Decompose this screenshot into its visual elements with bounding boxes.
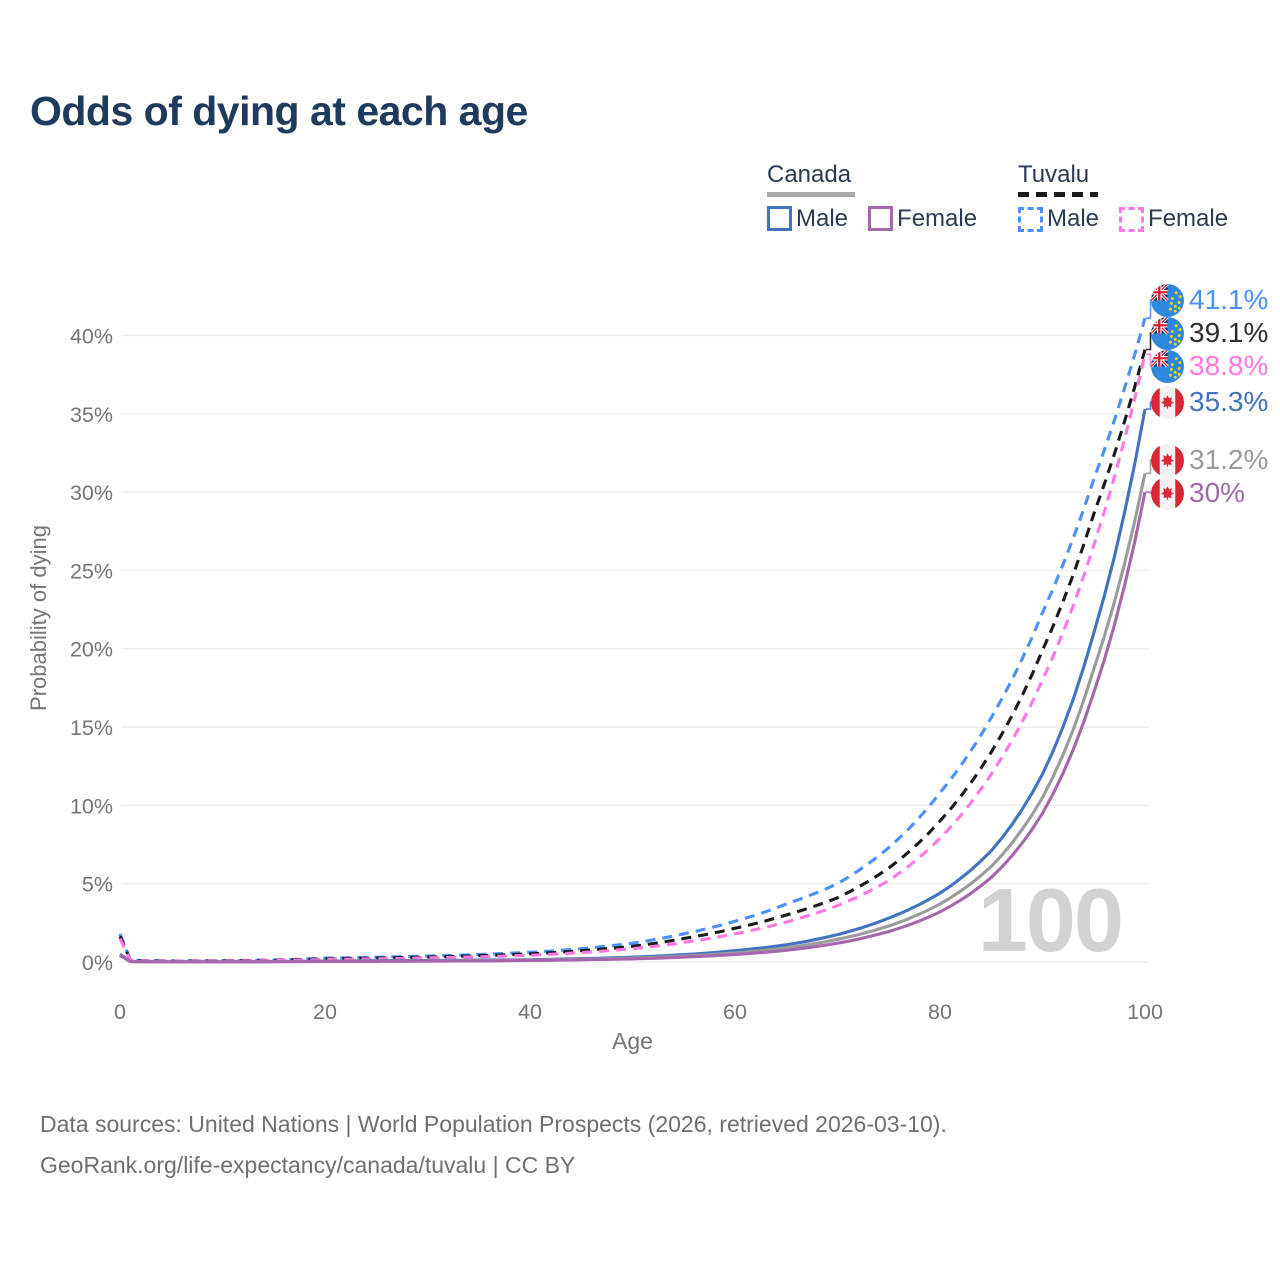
end-label-tuvalu-female[interactable]: 38.8% [1151,349,1268,383]
end-label-value-tuvalu-all: 39.1% [1189,317,1269,348]
page-title: Odds of dying at each age [30,88,528,134]
canada-female-swatch-icon [868,206,894,231]
tuvalu-male-swatch-icon [1018,206,1043,232]
canada-flag-icon [1151,385,1184,419]
legend-item-canada-male[interactable]: Male [767,205,848,233]
y-tick-label: 40% [70,324,113,348]
canada-flag-icon [1151,476,1184,510]
legend-country-canada-label: Canada [767,161,852,188]
canada-flag-icon [1151,443,1184,477]
x-tick-label: 40 [518,1000,542,1024]
y-tick-label: 5% [82,873,113,897]
end-label-value-canada-male: 35.3% [1189,386,1269,417]
canada-line-swatch [767,192,855,197]
end-label-canada-female[interactable]: 30% [1151,476,1245,510]
legend-country-canada[interactable]: Canada [767,161,997,197]
y-tick-label: 10% [70,794,113,818]
y-tick-label: 35% [70,403,113,427]
legend-label-tuvalu-female: Female [1148,205,1229,232]
end-label-value-tuvalu-female: 38.8% [1189,350,1269,381]
x-tick-label: 100 [1127,1000,1163,1024]
end-label-tuvalu-all[interactable]: 39.1% [1151,316,1268,350]
tuvalu-line-swatch [1018,192,1098,197]
end-label-canada-male[interactable]: 35.3% [1151,385,1268,419]
legend-label-canada-female: Female [897,204,978,232]
end-label-value-canada-female: 30% [1189,477,1246,508]
legend-country-tuvalu[interactable]: Tuvalu [1018,161,1248,197]
legend-item-canada-female[interactable]: Female [868,205,977,233]
tuvalu-flag-icon [1151,316,1184,350]
tuvalu-flag-icon [1151,349,1184,383]
tuvalu-flag-icon [1151,283,1184,317]
y-tick-label: 30% [70,481,113,505]
tuvalu-female-swatch-icon [1119,206,1145,232]
legend-item-tuvalu-male[interactable]: Male [1018,205,1099,233]
legend-country-tuvalu-label: Tuvalu [1018,161,1090,188]
legend-label-canada-male: Male [796,204,849,232]
footer-link-line: GeoRank.org/life-expectancy/canada/tuval… [40,1152,576,1178]
end-label-value-canada-all: 31.2% [1189,444,1269,475]
age-watermark: 100 [978,871,1122,971]
y-tick-label: 15% [70,716,113,740]
end-label-tuvalu-male[interactable]: 41.1% [1151,283,1268,317]
series-line-tuvalu-all [118,349,1147,963]
end-label-value-tuvalu-male: 41.1% [1189,284,1269,315]
x-tick-label: 20 [313,1000,337,1024]
y-tick-label: 20% [70,638,113,662]
y-tick-label: 0% [82,951,113,975]
legend-group-tuvalu: Tuvalu Male Female [1018,161,1248,233]
legend-group-canada: Canada Male Female [767,161,997,233]
series-line-tuvalu-male [118,317,1147,963]
x-tick-label: 0 [114,1000,126,1024]
legend-item-tuvalu-female[interactable]: Female [1119,205,1228,233]
end-label-canada-all[interactable]: 31.2% [1151,443,1268,477]
chart-footer: Data sources: United Nations | World Pop… [40,1104,947,1186]
series-line-canada-female [119,491,1147,964]
x-tick-label: 60 [723,1000,747,1024]
canada-male-swatch-icon [767,206,792,231]
x-tick-label: 80 [928,1000,952,1024]
x-axis-title: Age [612,1028,653,1054]
legend-label-tuvalu-male: Male [1047,205,1100,232]
y-axis-title: Probability of dying [26,525,51,711]
y-tick-label: 25% [70,559,113,583]
footer-sources-line: Data sources: United Nations | World Pop… [40,1111,947,1137]
